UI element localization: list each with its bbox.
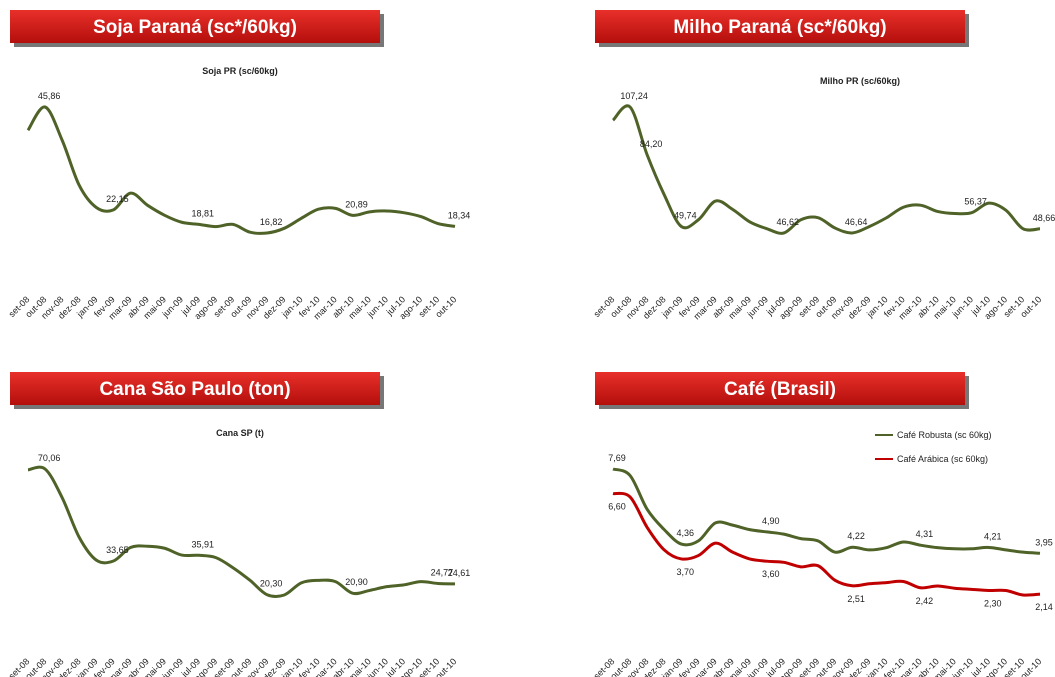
legend-label: Café Robusta (sc 60kg) (897, 430, 992, 440)
data-label: 24,77 (431, 567, 454, 577)
data-label: 7,69 (608, 453, 626, 463)
banner-title: Café (Brasil) (724, 379, 836, 400)
data-label: 46,62 (777, 217, 800, 227)
chart-title: Cana SP (t) (216, 428, 264, 438)
data-label: 18,34 (448, 210, 471, 220)
data-label: 3,95 (1035, 537, 1053, 547)
data-label: 4,21 (984, 531, 1002, 541)
data-label: 22,15 (106, 194, 129, 204)
banner-title: Milho Paraná (sc*/60kg) (673, 17, 886, 38)
chart-title: Milho PR (sc/60kg) (820, 76, 900, 86)
chart-panel: Milho Paraná (sc*/60kg) Milho PR (sc/60kg… (592, 10, 1055, 322)
banner (10, 372, 380, 405)
data-label: 4,31 (916, 529, 934, 539)
data-label: 2,30 (984, 598, 1002, 608)
data-label: 3,60 (762, 569, 780, 579)
data-label: 20,89 (345, 199, 368, 209)
data-label: 2,42 (916, 596, 934, 606)
banner (595, 10, 965, 43)
data-label: 35,91 (192, 539, 215, 549)
data-label: 84,20 (640, 139, 663, 149)
data-label: 45,86 (38, 91, 61, 101)
banner (10, 10, 380, 43)
data-label: 24,61 (448, 568, 471, 578)
series-line (612, 491, 1041, 597)
banner-title: Soja Paraná (sc*/60kg) (93, 17, 297, 38)
data-label: 4,36 (677, 528, 695, 538)
data-label: 20,90 (345, 577, 368, 587)
data-label: 33,65 (106, 545, 129, 555)
chart-panel: Cana São Paulo (ton)Cana SP (t)set-08out… (7, 372, 471, 677)
series-line (611, 104, 1041, 235)
chart-panel: Café (Brasil)set-08out-08nov-08dez-08jan… (592, 372, 1053, 677)
data-label: 70,06 (38, 453, 61, 463)
data-label: 2,14 (1035, 602, 1053, 612)
banner (595, 372, 965, 405)
data-label: 20,30 (260, 579, 283, 589)
chart-title: Soja PR (sc/60kg) (202, 66, 278, 76)
series-line (26, 105, 456, 235)
data-label: 2,51 (847, 594, 865, 604)
banner-title: Cana São Paulo (ton) (99, 379, 290, 400)
data-label: 56,37 (964, 197, 987, 207)
data-label: 16,82 (260, 217, 283, 227)
data-label: 3,70 (677, 567, 695, 577)
data-label: 107,24 (620, 91, 648, 101)
data-label: 4,90 (762, 516, 780, 526)
data-label: 6,60 (608, 502, 626, 512)
data-label: 18,81 (192, 208, 215, 218)
chart-panel: Soja Paraná (sc*/60kg)Soja PR (sc/60kg)s… (7, 10, 471, 322)
legend-label: Café Arábica (sc 60kg) (897, 454, 988, 464)
data-label: 4,22 (847, 531, 865, 541)
data-label: 49,74 (674, 211, 697, 221)
series-line (27, 465, 456, 599)
series-line (612, 467, 1041, 555)
data-label: 46,64 (845, 217, 868, 227)
data-label: 48,66 (1033, 213, 1055, 223)
